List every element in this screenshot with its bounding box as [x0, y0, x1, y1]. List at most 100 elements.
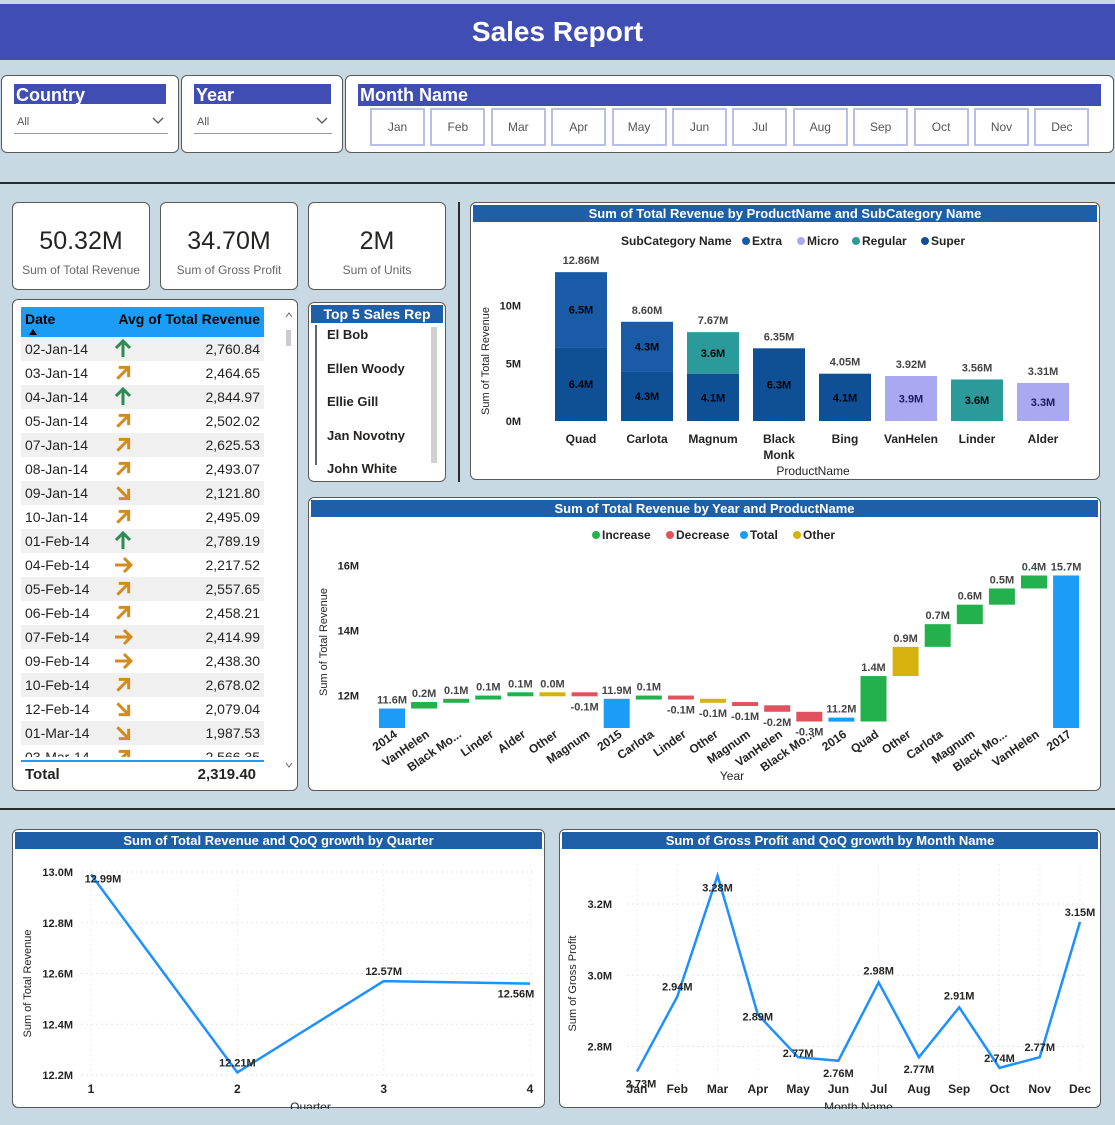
waterfall-bar-other: [892, 646, 919, 677]
month-button-may[interactable]: May: [611, 108, 667, 146]
legend-label: Regular: [862, 234, 907, 248]
top-sales-rep-title: Top 5 Sales Rep: [311, 305, 443, 323]
month-button-mar[interactable]: Mar: [490, 108, 546, 146]
kpi-label: Sum of Units: [342, 263, 412, 277]
y-tick-label: 10M: [500, 301, 521, 313]
bar-total-label: 4.05M: [830, 357, 861, 369]
quarter-line-plot: 12.2M 12.4M 12.6M 12.8M 13.0M 1 2 3 4 Sum of Tota…: [22, 864, 536, 1109]
table-row[interactable]: 03-Mar-14 2,566.35: [21, 745, 264, 757]
trend-arrow-icon: [114, 387, 132, 405]
month-button-aug[interactable]: Aug: [792, 108, 848, 146]
table-row[interactable]: 04-Jan-14 2,844.97: [21, 385, 264, 409]
table-row[interactable]: 01-Mar-14 1,987.53: [21, 721, 264, 745]
point-data-label: 3.15M: [1065, 907, 1096, 919]
month-button-jun[interactable]: Jun: [672, 108, 727, 146]
month-button-sep[interactable]: Sep: [853, 108, 909, 146]
x-tick-label: 4: [527, 1082, 534, 1096]
scroll-up-icon[interactable]: [285, 312, 293, 318]
rep-scroll-thumb[interactable]: [431, 327, 437, 463]
table-total-row: Total 2,319.40: [21, 760, 264, 788]
sales-rep-item[interactable]: Jan Novotny: [327, 427, 406, 443]
x-tick-label: Jul: [870, 1082, 887, 1096]
row-date: 05-Jan-14: [25, 413, 89, 429]
scroll-thumb[interactable]: [286, 330, 291, 346]
table-row[interactable]: 07-Jan-14 2,625.53: [21, 433, 264, 457]
table-row[interactable]: 02-Jan-14 2,760.84: [21, 337, 264, 361]
sales-rep-item[interactable]: El Bob: [327, 327, 369, 342]
table-row[interactable]: 08-Jan-14 2,493.07: [21, 457, 264, 481]
month-button-jan[interactable]: Jan: [370, 108, 425, 146]
table-row[interactable]: 12-Feb-14 2,079.04: [21, 697, 264, 721]
waterfall-bar-other: [539, 692, 566, 697]
top-sales-rep-slicer[interactable]: Top 5 Sales Rep El Bob Ellen Woody Ellie G…: [308, 302, 446, 482]
country-dropdown[interactable]: All: [14, 112, 168, 134]
row-value: 1,987.53: [205, 725, 261, 741]
x-axis-title: ProductName: [776, 464, 850, 478]
country-slicer[interactable]: Country All: [1, 75, 179, 153]
table-scrollbar[interactable]: [285, 310, 293, 770]
sales-rep-item[interactable]: Ellen Woody: [327, 360, 405, 376]
kpi-value: 50.32M: [39, 227, 123, 255]
table-row[interactable]: 01-Feb-14 2,789.19: [21, 529, 264, 553]
bar-total-label: 7.67M: [698, 315, 729, 327]
year-dropdown[interactable]: All: [194, 112, 332, 134]
month-button-oct[interactable]: Oct: [913, 108, 969, 146]
table-row[interactable]: 10-Feb-14 2,678.02: [21, 673, 264, 697]
table-row[interactable]: 10-Jan-14 2,495.09: [21, 505, 264, 529]
x-axis-title: Quarter: [290, 1100, 331, 1109]
y-axis-title: Sum of Total Revenue: [480, 307, 492, 415]
x-tick-label: Black: [763, 432, 795, 446]
x-tick-label: Apr: [747, 1082, 768, 1096]
trend-arrow-icon: [116, 605, 131, 620]
month-button-apr[interactable]: Apr: [551, 108, 607, 146]
x-tick-label: Nov: [1028, 1082, 1051, 1096]
month-button-jul[interactable]: Jul: [732, 108, 788, 146]
month-button-dec[interactable]: Dec: [1034, 108, 1090, 146]
row-value: 2,844.97: [205, 389, 261, 405]
row-value: 2,217.52: [205, 557, 261, 573]
table-row[interactable]: 04-Feb-14 2,217.52: [21, 553, 264, 577]
table-row[interactable]: 05-Feb-14 2,557.65: [21, 577, 264, 601]
waterfall-data-label: -0.1M: [571, 701, 599, 713]
legend-label: Extra: [752, 234, 782, 248]
x-tick-label: Jun: [828, 1082, 849, 1096]
x-tick-label: Alder: [495, 727, 528, 756]
year-slicer[interactable]: Year All: [181, 75, 343, 153]
waterfall-data-label: 0.1M: [476, 682, 500, 694]
table-row[interactable]: 07-Feb-14 2,414.99: [21, 625, 264, 649]
table-row[interactable]: 03-Jan-14 2,464.65: [21, 361, 264, 385]
trend-arrow-icon: [116, 437, 131, 452]
waterfall-data-label: 0.4M: [1022, 561, 1046, 573]
y-tick-label: 12.6M: [42, 969, 73, 981]
chart-title: Sum of Total Revenue by ProductName and …: [473, 205, 1097, 222]
total-value: 2,319.40: [197, 766, 256, 783]
table-row[interactable]: 09-Feb-14 2,438.30: [21, 649, 264, 673]
series-line: [89, 873, 531, 1075]
bar-segment-super: [555, 347, 607, 421]
legend-marker: [666, 531, 674, 539]
scroll-down-icon[interactable]: [285, 762, 293, 768]
table-row[interactable]: 06-Feb-14 2,458.21: [21, 601, 264, 625]
date-revenue-table[interactable]: Date Avg of Total Revenue 02-Jan-14 2,760…: [12, 299, 298, 791]
y-axis-title: Sum of Total Revenue: [22, 929, 34, 1037]
trend-arrow-icon: [116, 581, 131, 596]
sales-rep-item[interactable]: Ellie Gill: [327, 394, 379, 409]
column-header-date[interactable]: Date: [25, 311, 56, 327]
month-button-feb[interactable]: Feb: [430, 108, 486, 146]
row-date: 12-Feb-14: [25, 701, 90, 717]
sales-rep-item[interactable]: John White: [327, 461, 398, 476]
legend-marker: [797, 237, 805, 245]
row-date: 09-Jan-14: [25, 485, 89, 501]
x-tick-label: 2016: [819, 727, 849, 754]
column-header-avg-revenue[interactable]: Avg of Total Revenue: [118, 311, 260, 327]
chart-legend: Increase Decrease Total Other: [592, 528, 835, 542]
trend-arrow-icon: [115, 652, 133, 670]
table-row[interactable]: 09-Jan-14 2,121.80: [21, 481, 264, 505]
waterfall-bar-decrease: [571, 692, 598, 697]
revenue-by-quarter-chart: Sum of Total Revenue and QoQ growth by Q…: [12, 829, 545, 1109]
row-value: 2,789.19: [205, 533, 261, 549]
month-button-nov[interactable]: Nov: [974, 108, 1029, 146]
trend-arrow-icon: [116, 726, 131, 741]
kpi-card-units: 2M Sum of Units: [308, 202, 446, 290]
table-row[interactable]: 05-Jan-14 2,502.02: [21, 409, 264, 433]
